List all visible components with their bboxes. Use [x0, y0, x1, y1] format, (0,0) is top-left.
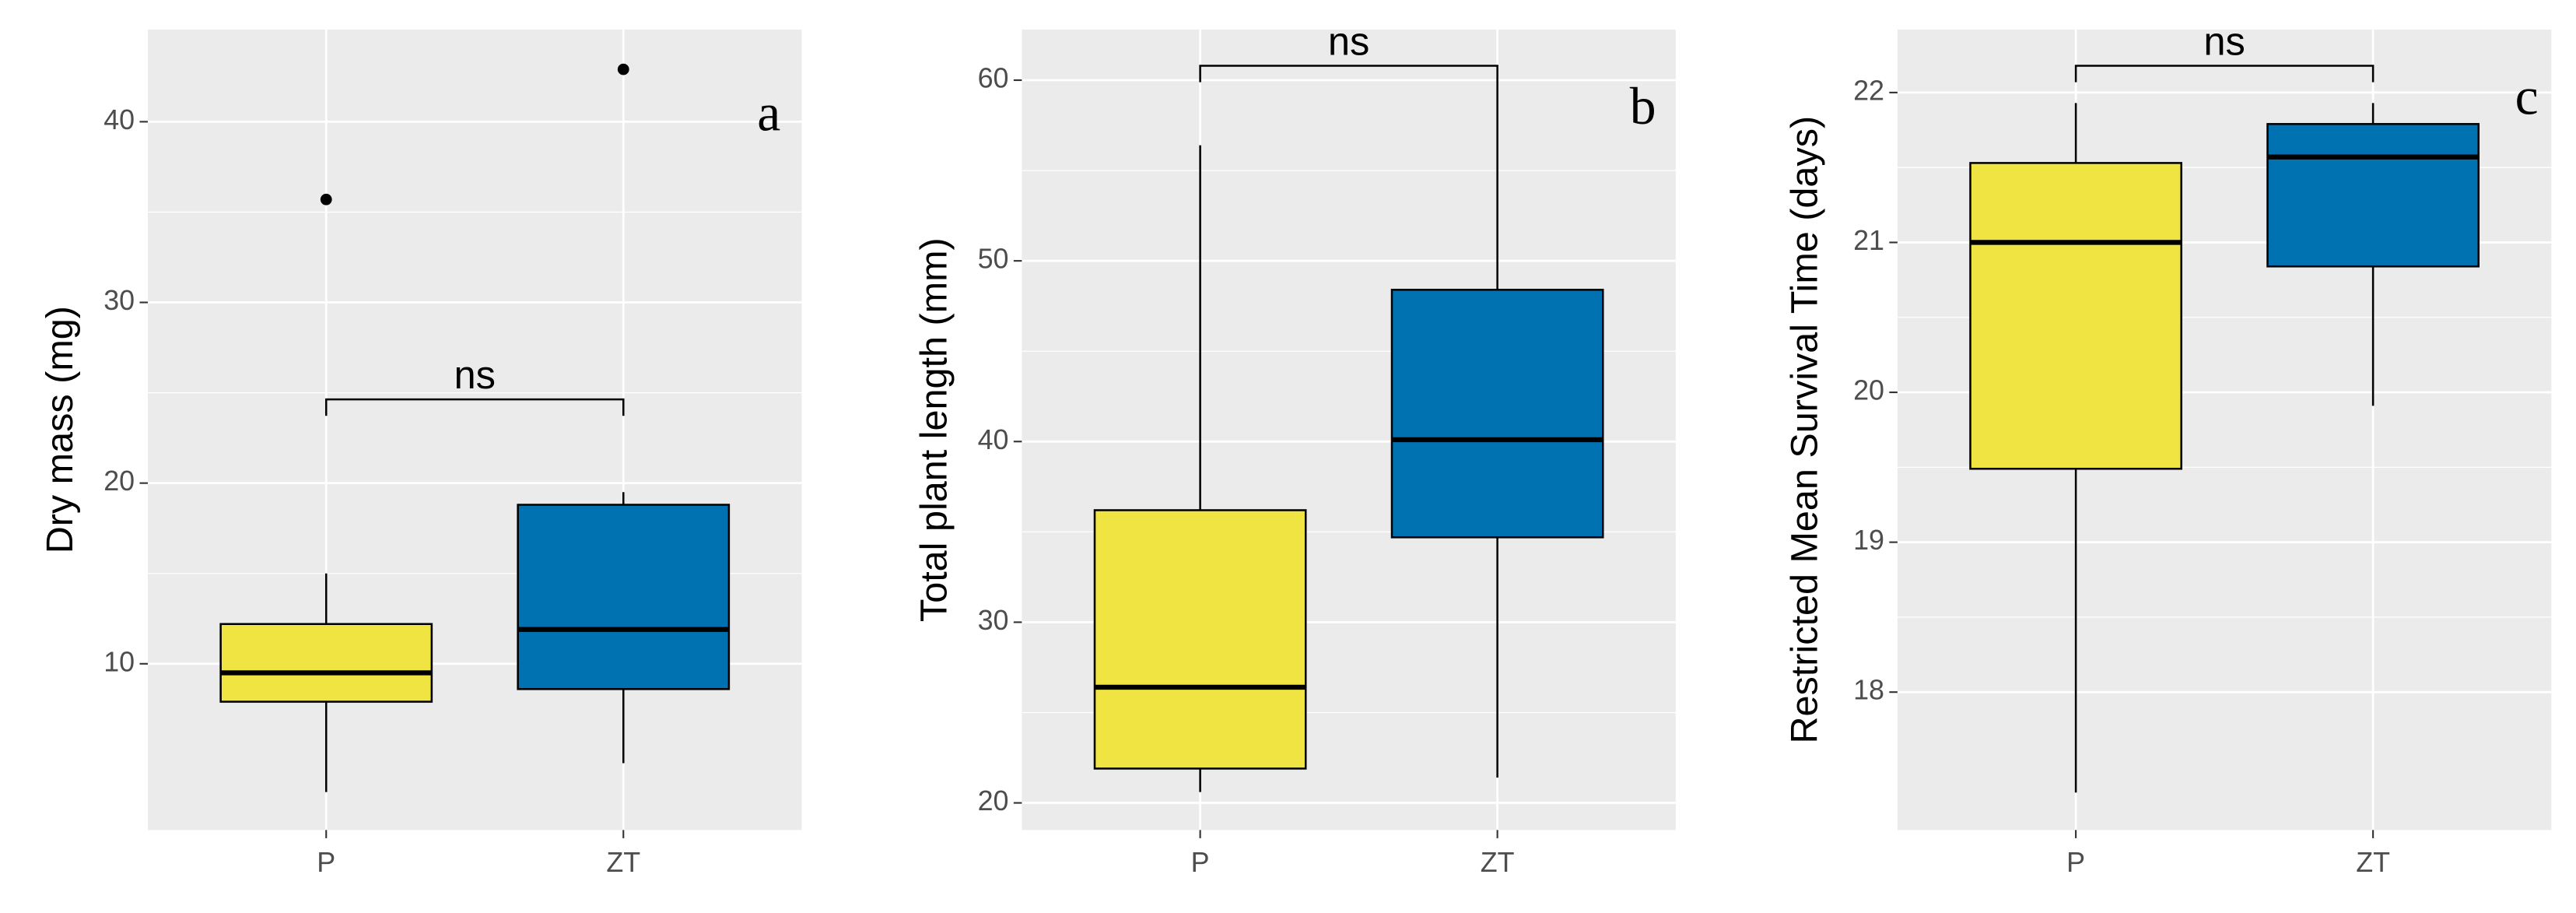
panel-label: b	[1630, 77, 1656, 135]
outlier	[320, 193, 332, 205]
x-tick-label: ZT	[1481, 847, 1515, 878]
y-tick-label: 50	[978, 244, 1009, 275]
y-tick-label: 10	[103, 646, 135, 677]
box	[219, 623, 433, 703]
x-tick-label: ZT	[2356, 847, 2390, 878]
x-tick-label: P	[317, 847, 335, 878]
box	[517, 504, 731, 690]
significance-bracket	[324, 398, 625, 416]
significance-bracket	[2074, 65, 2374, 83]
box	[1969, 162, 2182, 470]
y-tick-label: 20	[103, 465, 135, 497]
x-tick-label: P	[2066, 847, 2085, 878]
x-tick-label: ZT	[606, 847, 640, 878]
y-axis-label: Dry mass (mg)	[39, 306, 81, 553]
panel: 18 19 20 21 22 P ZT ns c Restricted Mean Survival…	[1784, 19, 2552, 878]
y-tick-label: 40	[978, 424, 1009, 455]
y-tick-label: 20	[978, 785, 1009, 816]
y-tick-label: 30	[978, 605, 1009, 636]
box	[2266, 123, 2480, 268]
panel-label: c	[2515, 67, 2539, 125]
significance-bracket	[1199, 65, 1498, 83]
x-tick-label: P	[1191, 847, 1210, 878]
y-tick-label: 18	[1853, 675, 1884, 706]
box	[1093, 509, 1307, 770]
plot-background	[148, 30, 802, 830]
y-axis-label: Total plant length (mm)	[913, 237, 955, 622]
outlier	[617, 63, 629, 75]
y-tick-label: 40	[103, 104, 135, 135]
box	[1390, 289, 1604, 539]
y-tick-label: 19	[1853, 525, 1884, 556]
panel: 20 30 40 50 60 P ZT ns b Total plant length (mm)	[913, 19, 1676, 878]
significance-label: ns	[1328, 19, 1370, 63]
significance-label: ns	[2203, 19, 2245, 63]
panel-label: a	[757, 84, 780, 142]
significance-label: ns	[454, 353, 496, 397]
y-axis-label: Restricted Mean Survival Time (days)	[1784, 116, 1826, 744]
panel: 10 20 30 40 P ZT ns a Dry mass (mg)	[39, 30, 802, 878]
y-tick-label: 30	[103, 285, 135, 316]
y-tick-label: 60	[978, 62, 1009, 93]
y-tick-label: 22	[1853, 75, 1884, 106]
y-tick-label: 20	[1853, 375, 1884, 406]
y-tick-label: 21	[1853, 225, 1884, 256]
